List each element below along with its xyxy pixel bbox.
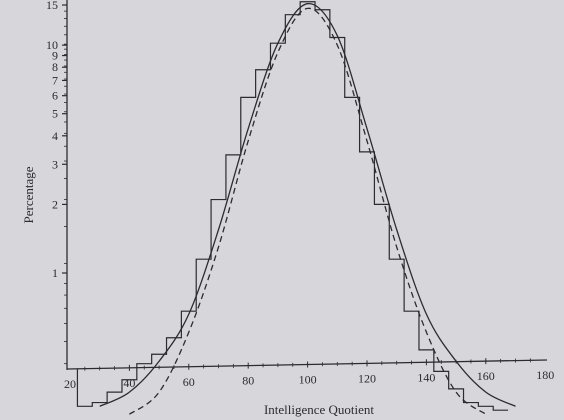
x-axis-line — [66, 359, 548, 370]
x-tick-label: 120 — [358, 371, 376, 385]
y-tick-label: 7 — [52, 73, 58, 87]
x-tick-label: 180 — [536, 368, 554, 382]
x-ticks: 20 40 60 80 100 120 140 160 180 — [64, 358, 554, 391]
y-tick-label: 6 — [52, 89, 58, 103]
x-tick-label: 60 — [183, 375, 195, 389]
y-tick-label: 9 — [52, 49, 58, 63]
x-tick-label: 140 — [417, 370, 435, 384]
y-tick-label: 8 — [52, 60, 58, 74]
histogram-series — [76, 1, 509, 411]
y-tick-label: 3 — [52, 157, 58, 171]
y-tick-label: 4 — [52, 129, 58, 143]
x-tick-label: 100 — [299, 373, 317, 387]
x-tick-label: 160 — [477, 369, 495, 383]
dashed-curve-series — [129, 7, 487, 415]
axes — [66, 0, 548, 370]
x-tick-label: 20 — [64, 377, 76, 391]
y-axis-title: Percentage — [21, 166, 36, 223]
series-layer — [76, 1, 516, 415]
y-tick-label: 10 — [46, 38, 58, 52]
x-tick-label: 40 — [123, 376, 135, 390]
y-tick-label: 2 — [52, 197, 58, 211]
solid-curve-series — [99, 3, 516, 407]
y-tick-label: 15 — [46, 0, 58, 12]
y-tick-label: 1 — [52, 266, 58, 280]
x-axis-title: Intelligence Quotient — [264, 402, 374, 417]
x-tick-label: 80 — [242, 374, 254, 388]
y-tick-label: 5 — [52, 107, 58, 121]
